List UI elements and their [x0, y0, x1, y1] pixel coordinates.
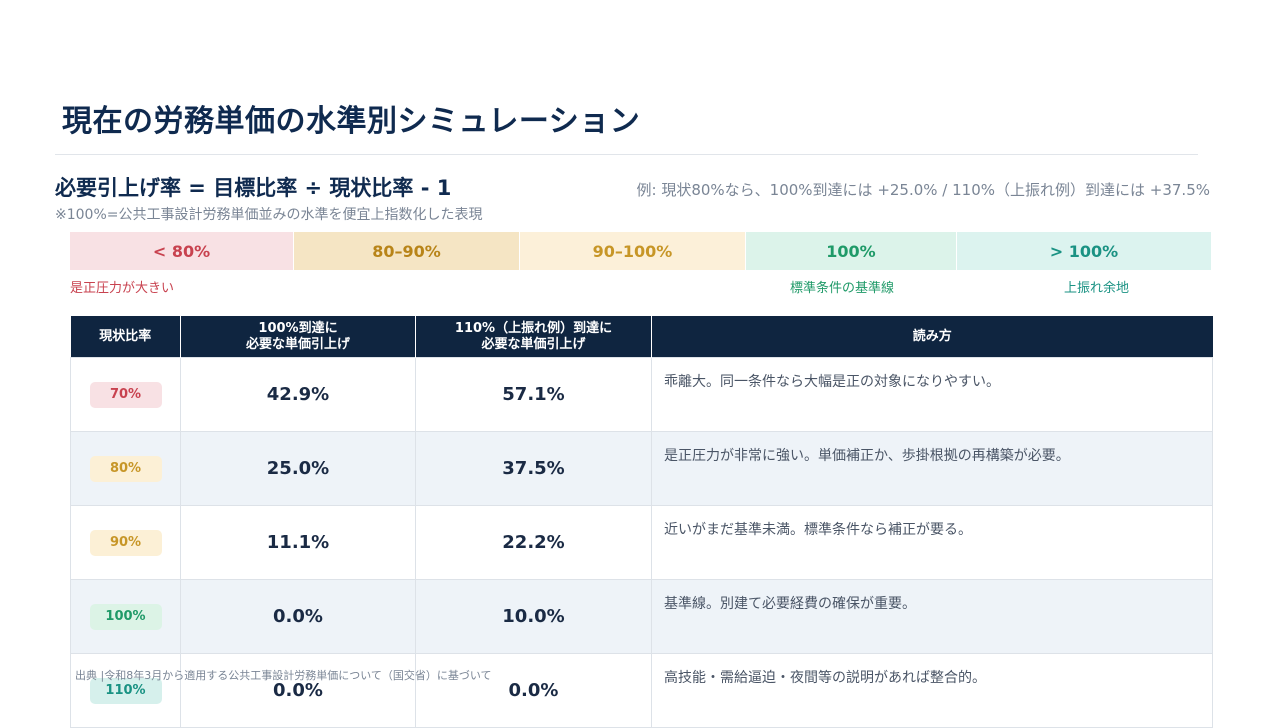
ratio-badge: 100% [89, 603, 162, 630]
cell-ratio: 110% [70, 653, 181, 728]
cell-to-100: 42.9% [180, 357, 416, 432]
header-reading: 読み方 [651, 316, 1213, 358]
title-divider [55, 154, 1198, 155]
header-to-100: 100%到達に 必要な単価引上げ [180, 316, 416, 358]
ratio-badge: 80% [89, 455, 162, 482]
scale-segment-90-100: 90–100% [520, 232, 746, 270]
cell-ratio: 100% [70, 579, 181, 654]
cell-to-110: 37.5% [415, 431, 652, 506]
header-to-110: 110%（上振れ例）到達に 必要な単価引上げ [415, 316, 652, 358]
header-to-100-line2: 必要な単価引上げ [245, 336, 350, 352]
table-row: 100% 0.0% 10.0% 基準線。別建て必要経費の確保が重要。 [70, 579, 1213, 654]
table-row: 80% 25.0% 37.5% 是正圧力が非常に強い。単価補正か、歩掛根拠の再構… [70, 431, 1213, 506]
table-header-row: 現状比率 100%到達に 必要な単価引上げ 110%（上振れ例）到達に 必要な単… [70, 316, 1213, 358]
scale-segment-100: 100% [746, 232, 957, 270]
table-row: 70% 42.9% 57.1% 乖離大。同一条件なら大幅是正の対象になりやすい。 [70, 357, 1213, 432]
page-title: 現在の労務単価の水準別シミュレーション [62, 104, 641, 139]
cell-to-110: 0.0% [415, 653, 652, 728]
scale-label-base: 標準条件の基準線 [790, 281, 895, 296]
cell-reading: 近いがまだ基準未満。標準条件なら補正が要る。 [651, 505, 1213, 580]
cell-ratio: 90% [70, 505, 181, 580]
simulation-table: 現状比率 100%到達に 必要な単価引上げ 110%（上振れ例）到達に 必要な単… [70, 316, 1213, 728]
cell-to-100: 25.0% [180, 431, 416, 506]
cell-to-100: 11.1% [180, 505, 416, 580]
table-row: 110% 0.0% 0.0% 高技能・需給逼迫・夜間等の説明があれば整合的。 [70, 653, 1213, 728]
header-to-110-line1: 110%（上振れ例）到達に [454, 320, 613, 336]
cell-to-110: 10.0% [415, 579, 652, 654]
cell-to-110: 57.1% [415, 357, 652, 432]
cell-to-100: 0.0% [180, 579, 416, 654]
cell-reading: 是正圧力が非常に強い。単価補正か、歩掛根拠の再構築が必要。 [651, 431, 1213, 506]
cell-ratio: 70% [70, 357, 181, 432]
cell-ratio: 80% [70, 431, 181, 506]
scale-segment-80-90: 80–90% [294, 232, 520, 270]
cell-to-110: 22.2% [415, 505, 652, 580]
cell-reading: 基準線。別建て必要経費の確保が重要。 [651, 579, 1213, 654]
scale-segment-below-80: < 80% [70, 232, 294, 270]
cell-to-100: 0.0% [180, 653, 416, 728]
ratio-scale-bar: < 80% 80–90% 90–100% 100% > 100% [70, 232, 1211, 270]
ratio-badge: 70% [89, 381, 162, 408]
cell-reading: 乖離大。同一条件なら大幅是正の対象になりやすい。 [651, 357, 1213, 432]
source-note: 出典 |令和8年3月から適用する公共工事設計労務単価について（国交省）に基づいて [75, 669, 492, 682]
formula: 必要引上げ率 = 目標比率 ÷ 現状比率 - 1 [55, 176, 452, 200]
header-current-ratio: 現状比率 [70, 316, 181, 358]
scale-label-low: 是正圧力が大きい [70, 281, 175, 296]
table-row: 90% 11.1% 22.2% 近いがまだ基準未満。標準条件なら補正が要る。 [70, 505, 1213, 580]
scale-segment-above-100: > 100% [957, 232, 1211, 270]
cell-reading: 高技能・需給逼迫・夜間等の説明があれば整合的。 [651, 653, 1213, 728]
ratio-badge: 90% [89, 529, 162, 556]
header-to-100-line1: 100%到達に [258, 320, 338, 336]
scale-label-high: 上振れ余地 [1064, 281, 1130, 296]
example-text: 例: 現状80%なら、100%到達には +25.0% / 110%（上振れ例）到… [636, 181, 1211, 199]
note-text: ※100%=公共工事設計労務単価並みの水準を便宜上指数化した表現 [55, 207, 483, 223]
header-to-110-line2: 必要な単価引上げ [481, 336, 586, 352]
ratio-badge: 110% [89, 677, 162, 704]
